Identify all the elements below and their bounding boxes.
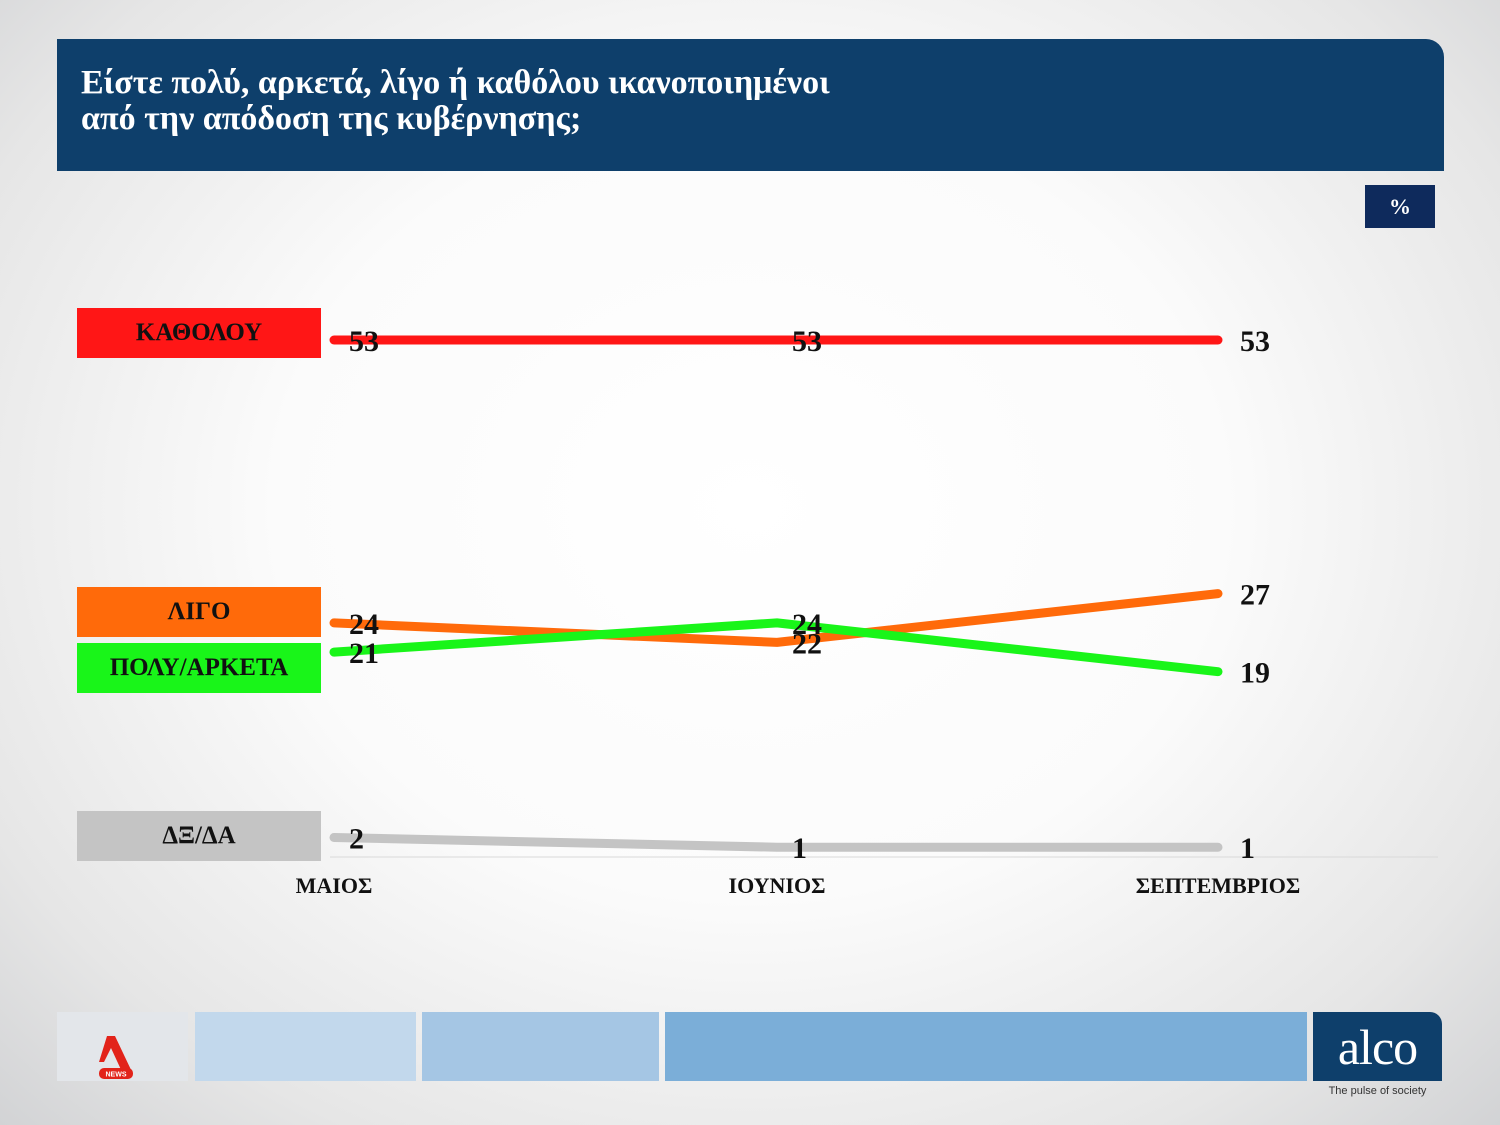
alco-tagline: The pulse of society [1328, 1085, 1427, 1097]
footer-bar-1 [195, 1012, 416, 1081]
data-label: 19 [1240, 657, 1270, 690]
data-label: 21 [349, 637, 379, 670]
alpha-news-logo-icon: NEWS [99, 1036, 133, 1079]
series-line [329, 618, 1223, 677]
chart-title-line-1: Είστε πολύ, αρκετά, λίγο ή καθόλου ικανο… [81, 64, 830, 101]
legend-poly-arketa: ΠΟΛΥ/ΑΡΚΕΤΑ [77, 643, 321, 693]
x-tick-label: ΣΕΠΤΕΜΒΡΙΟΣ [1136, 873, 1300, 898]
data-label: 24 [792, 608, 822, 641]
data-label: 53 [349, 325, 379, 358]
footer-bar-3 [665, 1012, 1307, 1081]
x-tick-label: ΜΑΙΟΣ [296, 873, 373, 898]
chart-title-line-2: από την απόδοση της κυβέρνησης; [81, 100, 582, 137]
chart-title: Είστε πολύ, αρκετά, λίγο ή καθόλου ικανο… [57, 39, 1444, 171]
data-label: 53 [792, 325, 822, 358]
data-label: 2 [349, 822, 364, 855]
data-label: 22 [792, 627, 822, 660]
series-line [329, 589, 1223, 647]
x-tick-label: ΙΟΥΝΙΟΣ [729, 873, 826, 898]
legend-dx-da: ΔΞ/ΔΑ [77, 811, 321, 861]
legend-ligo: ΛΙΓΟ [77, 587, 321, 637]
unit-badge: % [1365, 185, 1435, 228]
news-logo-text: NEWS [106, 1072, 127, 1079]
alco-logo: alco [1313, 1012, 1442, 1081]
data-label: 53 [1240, 325, 1270, 358]
legend-katholou: ΚΑΘΟΛΟΥ [77, 308, 321, 358]
data-label: 24 [349, 608, 379, 641]
data-label: 1 [792, 832, 807, 865]
series-line [329, 832, 1223, 852]
data-label: 27 [1240, 579, 1270, 612]
footer-bar-2 [422, 1012, 659, 1081]
data-label: 1 [1240, 832, 1255, 865]
alpha-news-logo: NEWS [57, 1012, 188, 1081]
